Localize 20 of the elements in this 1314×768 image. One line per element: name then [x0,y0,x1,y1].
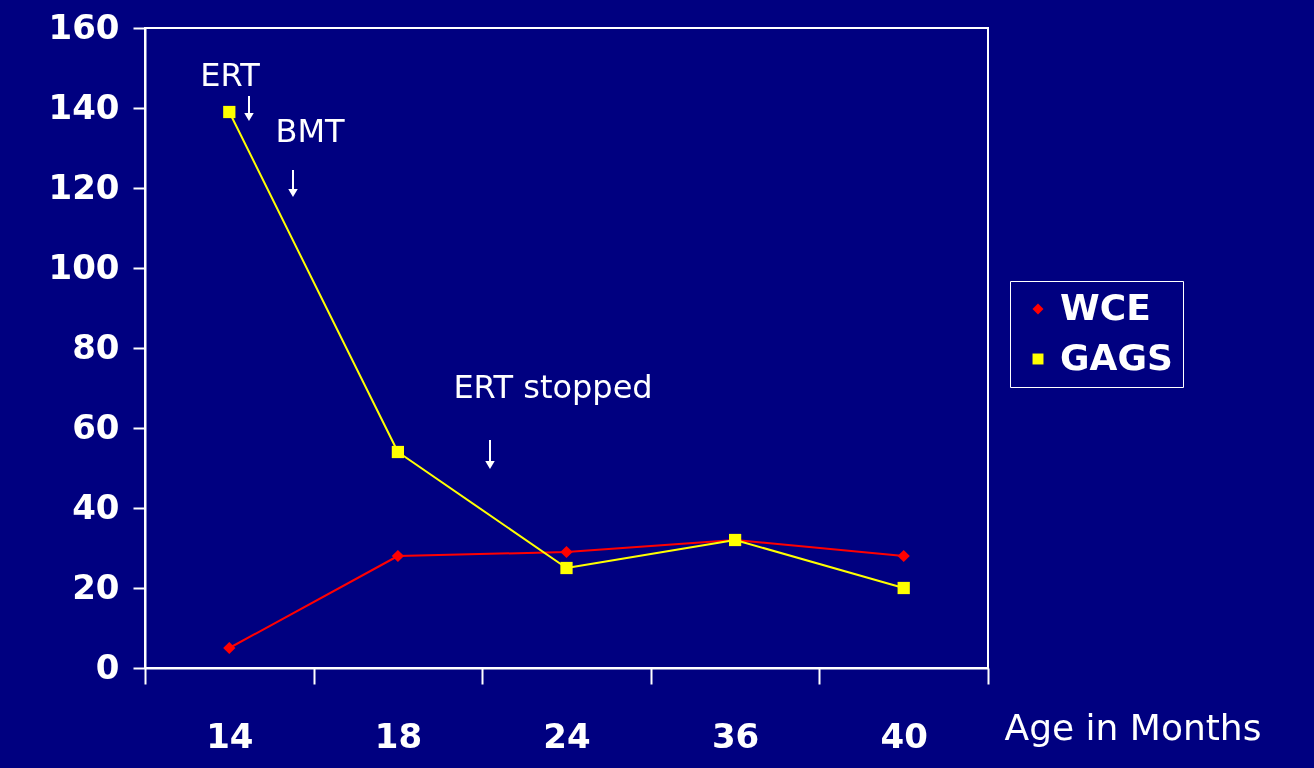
y-tick-label: 140 [48,86,120,127]
y-tick-label: 100 [48,246,120,287]
legend-label: GAGS [1060,337,1173,378]
y-tick-label: 40 [72,486,120,527]
annotation: BMT [275,112,346,150]
y-tick-label: 0 [95,646,120,687]
x-tick-label: 24 [543,715,591,756]
y-tick-label: 160 [48,6,120,47]
annotation: ERT stopped [453,368,653,406]
x-tick-label: 14 [206,715,254,756]
y-tick-label: 60 [72,406,120,447]
x-axis-title: Age in Months [1004,706,1262,748]
y-tick-label: 20 [72,566,120,607]
x-tick-label: 18 [374,715,423,756]
x-tick-label: 40 [880,715,928,756]
legend-label: WCE [1060,287,1151,328]
y-tick-label: 120 [48,166,120,207]
y-tick-label: 80 [72,326,120,367]
annotation: ERT [200,56,261,94]
x-tick-label: 36 [711,715,760,756]
